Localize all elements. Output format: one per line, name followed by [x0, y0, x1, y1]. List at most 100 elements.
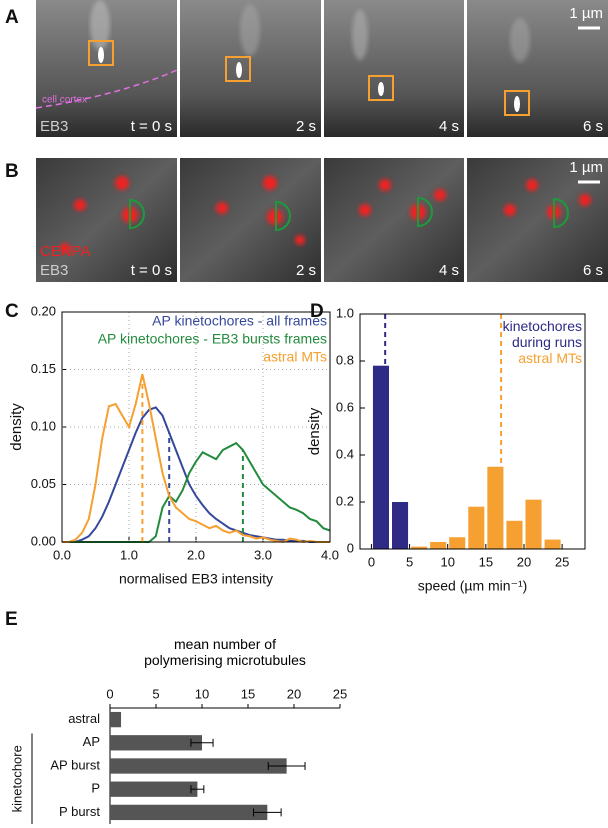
scale-label: 1 µm [569, 159, 603, 176]
bar [525, 499, 542, 549]
time-label: 6 s [583, 118, 603, 135]
category-label: P [91, 781, 100, 796]
image-row-a: cell cortex EB3 t = 0 s 2 s 4 s 6 s 1 µm [35, 0, 608, 137]
y-tick-label: 0.6 [336, 399, 354, 414]
stain-label: CENPA [40, 243, 91, 260]
line [62, 373, 330, 544]
image-row-b: CENPA EB3 t = 0 s 2 s 4 s 6 s 1 µm [36, 158, 608, 282]
image [324, 0, 464, 137]
time-label: 6 s [583, 262, 603, 279]
x-tick-label: 0 [368, 554, 375, 569]
y-tick-label: 0.15 [31, 361, 56, 376]
y-tick-label: 1.0 [336, 305, 354, 320]
scale-label: 1 µm [569, 5, 603, 22]
bar [110, 781, 198, 797]
panel-letter: E [5, 609, 18, 630]
y-tick-label: 0 [347, 540, 354, 555]
image-feature [352, 10, 368, 60]
time-label: t = 0 s [131, 118, 172, 135]
highlight-box [88, 40, 114, 66]
highlight-box [504, 90, 530, 116]
cortex-line [35, 69, 178, 109]
error-bar [267, 762, 306, 770]
category-label: astral [68, 711, 100, 726]
x-tick-label: 0.0 [53, 547, 71, 562]
image [36, 158, 177, 282]
bar [506, 520, 523, 549]
y-tick-label: 0.2 [336, 493, 354, 508]
kinetochore-marks [129, 196, 569, 232]
legend-entry: AP kinetochores - all frames [152, 313, 327, 329]
bar [430, 541, 447, 549]
panel-letter: A [5, 7, 19, 28]
time-label: 4 s [439, 262, 459, 279]
y-axis-label: density [8, 403, 25, 451]
legend-entry: astral MTs [263, 349, 327, 365]
bar [110, 758, 287, 774]
highlight-box [225, 56, 251, 82]
image [467, 158, 608, 282]
x-tick-label: 3.0 [254, 547, 272, 562]
time-label: 2 s [296, 262, 316, 279]
image-feature [236, 62, 242, 78]
error-bar [190, 738, 214, 747]
bar [449, 537, 466, 549]
time-label: 2 s [296, 118, 316, 135]
y-tick-label: 0.05 [31, 476, 56, 491]
panel-letter: C [5, 301, 19, 322]
group-label: kinetochore [9, 745, 24, 812]
panel-letter: D [310, 301, 324, 322]
category-label: AP burst [50, 757, 100, 772]
stain-label: EB3 [40, 118, 68, 135]
image-feature [98, 47, 104, 63]
x-axis-label: speed (µm min⁻¹) [418, 578, 528, 594]
x-tick-label: 15 [241, 686, 255, 701]
x-tick-label: 5 [152, 686, 159, 701]
bar [392, 502, 409, 549]
y-tick-label: 0.00 [31, 533, 56, 548]
x-tick-label: 10 [440, 554, 454, 569]
image [180, 158, 321, 282]
x-tick-label: 10 [195, 686, 209, 701]
x-tick-label: 0 [106, 686, 113, 701]
bar [110, 735, 202, 751]
x-tick-label: 15 [479, 554, 493, 569]
error-bar [253, 808, 282, 817]
x-tick-label: 2.0 [187, 547, 205, 562]
x-tick-label: 20 [517, 554, 531, 569]
annotation: cell cortex [42, 95, 87, 106]
legend-entry: kinetochores during runs [502, 318, 582, 350]
bar [110, 711, 122, 728]
category-label: P burst [59, 804, 100, 819]
y-tick-label: 0.10 [31, 418, 56, 433]
time-label: t = 0 s [131, 262, 172, 279]
y-tick-label: 0.4 [336, 446, 354, 461]
image-feature [90, 0, 110, 50]
bar [411, 546, 428, 549]
bar [372, 365, 390, 549]
bar [110, 804, 268, 821]
image [467, 0, 608, 137]
x-tick-label: 25 [333, 686, 347, 701]
x-axis-label: normalised EB3 intensity [119, 571, 273, 587]
x-tick-label: 25 [555, 554, 569, 569]
stain-label: EB3 [40, 262, 68, 279]
y-tick-label: 0.8 [336, 352, 354, 367]
legend-entry: astral MTs [518, 350, 582, 366]
y-tick-label: 0.20 [31, 303, 56, 318]
bar [487, 466, 504, 549]
image-feature [378, 82, 384, 96]
x-tick-label: 1.0 [120, 547, 138, 562]
image-feature [510, 18, 530, 62]
category-label: AP [83, 734, 100, 749]
plot-frame [359, 313, 586, 550]
bar [544, 539, 561, 549]
axis-title: mean number of polymerising microtubules [144, 636, 306, 668]
x-tick-label: 5 [406, 554, 413, 569]
error-bar [190, 785, 205, 794]
y-axis-label: density [306, 407, 323, 455]
image-feature [514, 96, 520, 112]
x-tick-label: 4.0 [321, 547, 339, 562]
